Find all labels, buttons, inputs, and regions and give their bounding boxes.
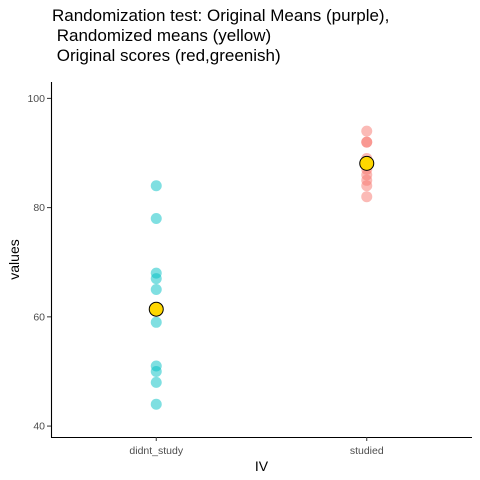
data-point <box>150 398 162 410</box>
data-point <box>150 376 162 388</box>
data-point <box>361 136 373 148</box>
data-point <box>150 273 162 285</box>
data-points <box>150 125 373 410</box>
mean-points <box>148 155 375 317</box>
x-tick-label: didnt_study <box>129 445 183 457</box>
y-tick-label: 40 <box>33 421 45 433</box>
data-point <box>361 191 373 203</box>
data-point <box>150 365 162 377</box>
data-point <box>150 316 162 328</box>
data-point <box>150 284 162 296</box>
x-ticks: didnt_study studied <box>129 437 384 457</box>
y-tick-label: 80 <box>33 202 45 214</box>
x-axis-title: IV <box>255 458 269 474</box>
mean-point <box>359 155 375 171</box>
x-tick-label: studied <box>350 445 384 457</box>
y-axis-title: values <box>6 239 22 279</box>
axes <box>50 82 472 439</box>
y-tick-label: 60 <box>33 311 45 323</box>
data-point <box>361 125 373 137</box>
mean-point <box>148 301 164 317</box>
data-point <box>150 180 162 192</box>
data-point <box>150 213 162 225</box>
y-ticks: 40 60 80 100 <box>27 93 51 433</box>
y-tick-label: 100 <box>27 93 45 105</box>
chart-title: Randomization test: Original Means (purp… <box>52 6 390 65</box>
data-point <box>361 180 373 192</box>
